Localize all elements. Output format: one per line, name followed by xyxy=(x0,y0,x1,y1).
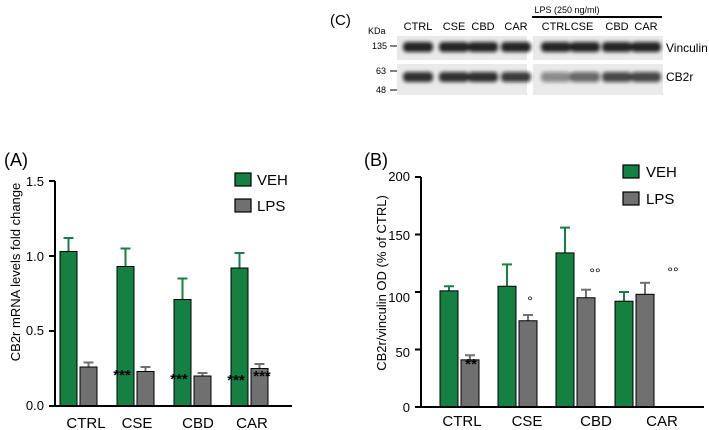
legend-label-veh: VEH xyxy=(646,164,677,181)
significance-mark: *** xyxy=(227,372,245,389)
blot-lane-label: CBD xyxy=(471,21,494,33)
xtick-label: CTRL xyxy=(442,413,481,430)
panel-c-label: (C) xyxy=(330,12,351,29)
panel-b-annotations: ** ° °° °° xyxy=(465,264,678,373)
panel-c-blot: (C) KDa LPS (250 ng/ml) CTRL CSE CBD CAR… xyxy=(330,5,708,96)
xtick-label: CSE xyxy=(512,413,543,430)
band-vinculin xyxy=(602,42,632,52)
bar-lps-cbd xyxy=(193,375,212,407)
legend-swatch-lps xyxy=(234,198,252,213)
panel-a-annotations: *** *** *** *** xyxy=(113,367,271,389)
band-cb2r xyxy=(403,72,433,82)
blot-lane-label: CTRL xyxy=(542,21,571,33)
panel-b-chart: (B) CB2r/vinculin OD (% of CTRL) 0 50 10… xyxy=(364,150,704,430)
xtick-label: CSE xyxy=(122,415,153,430)
legend-label-lps: LPS xyxy=(257,198,285,215)
blot-lane-label: CAR xyxy=(504,21,527,33)
bar-veh-cbd xyxy=(173,299,192,407)
xtick-label: CAR xyxy=(236,415,268,430)
kda-label: KDa xyxy=(368,26,386,36)
bar-veh-cse xyxy=(116,266,135,407)
band-vinculin xyxy=(501,42,531,52)
bar-veh-ctrl xyxy=(439,290,459,408)
bar-lps-car xyxy=(635,293,655,408)
panel-b-bars xyxy=(439,226,655,408)
legend-label-veh: VEH xyxy=(257,172,288,189)
ytick-label: 1.5 xyxy=(26,174,44,189)
significance-mark: °° xyxy=(667,264,678,280)
panel-b-legend: VEH LPS xyxy=(622,164,677,208)
legend-swatch-lps xyxy=(622,191,640,206)
ytick-label: 100 xyxy=(388,290,410,305)
significance-mark: °° xyxy=(589,265,600,281)
xtick-label: CTRL xyxy=(66,415,105,430)
bar-veh-car xyxy=(614,300,634,408)
marker-135: 135 xyxy=(372,41,387,51)
legend-label-lps: LPS xyxy=(646,191,674,208)
band-vinculin xyxy=(403,42,433,52)
legend-swatch-veh xyxy=(622,164,640,179)
band-cb2r xyxy=(602,72,632,82)
blot-lane-label: CTRL xyxy=(404,21,433,33)
bar-lps-cse xyxy=(518,320,538,408)
xtick-label: CBD xyxy=(580,413,612,430)
bar-veh-ctrl xyxy=(59,251,78,407)
blot-lane-label: CSE xyxy=(443,21,466,33)
panel-b-ytick-marks xyxy=(415,176,421,408)
blot-lane-label: CAR xyxy=(634,21,657,33)
band-cb2r xyxy=(501,72,531,82)
panel-a-ytick-marks xyxy=(49,180,55,407)
significance-mark: *** xyxy=(170,371,188,388)
blot-lane-label: CSE xyxy=(571,21,594,33)
band-cb2r xyxy=(439,72,469,82)
bar-lps-cbd xyxy=(576,297,596,408)
xtick-label: CAR xyxy=(646,413,678,430)
lps-label: LPS (250 ng/ml) xyxy=(534,5,599,15)
band-vinculin xyxy=(468,42,498,52)
band-vinculin xyxy=(631,42,661,52)
bar-lps-cse xyxy=(136,371,155,407)
band-cb2r xyxy=(570,72,600,82)
xtick-label: CBD xyxy=(182,415,214,430)
panel-b-ylabel: CB2r/vinculin OD (% of CTRL) xyxy=(374,195,389,371)
ytick-label: 0.5 xyxy=(26,323,44,338)
ytick-label: 0 xyxy=(403,400,410,415)
panel-b-xlabels: CTRL CSE CBD CAR xyxy=(442,413,678,430)
panel-a-bars xyxy=(59,237,269,407)
band-vinculin xyxy=(541,42,571,52)
marker-63: 63 xyxy=(376,66,386,76)
blot-lane-label: CBD xyxy=(605,21,628,33)
panel-a-label: (A) xyxy=(4,150,28,170)
band-label-cb2r: CB2r xyxy=(666,70,693,84)
ytick-label: 150 xyxy=(388,228,410,243)
significance-mark: *** xyxy=(113,367,131,384)
bar-veh-cbd xyxy=(555,252,575,408)
ytick-label: 1.0 xyxy=(26,249,44,264)
band-cb2r xyxy=(541,72,571,82)
significance-mark: ** xyxy=(465,356,477,373)
bar-veh-cse xyxy=(497,285,517,408)
band-label-vinculin: Vinculin xyxy=(666,41,708,55)
band-vinculin xyxy=(570,42,600,52)
panel-a-ylabel: CB2r mRNA levels fold change xyxy=(8,183,23,361)
bar-lps-ctrl xyxy=(79,366,98,407)
panel-a-legend: VEH LPS xyxy=(234,172,288,215)
marker-48: 48 xyxy=(376,85,386,95)
legend-swatch-veh xyxy=(234,172,252,187)
panel-a-yticks: 0.0 0.5 1.0 1.5 xyxy=(26,174,44,413)
band-cb2r xyxy=(631,72,661,82)
band-cb2r xyxy=(468,72,498,82)
ytick-label: 50 xyxy=(396,345,410,360)
panel-b-yticks: 0 50 100 150 200 xyxy=(388,169,410,415)
panel-a-chart: (A) CB2r mRNA levels fold change 0.0 0.5… xyxy=(4,150,292,430)
blot-bands xyxy=(403,42,661,82)
ytick-label: 200 xyxy=(388,169,410,184)
panel-a-xlabels: CTRL CSE CBD CAR xyxy=(66,415,268,430)
band-vinculin xyxy=(439,42,469,52)
ytick-label: 0.0 xyxy=(26,398,44,413)
significance-mark: *** xyxy=(253,368,271,385)
significance-mark: ° xyxy=(527,293,533,309)
panel-b-label: (B) xyxy=(364,150,388,170)
